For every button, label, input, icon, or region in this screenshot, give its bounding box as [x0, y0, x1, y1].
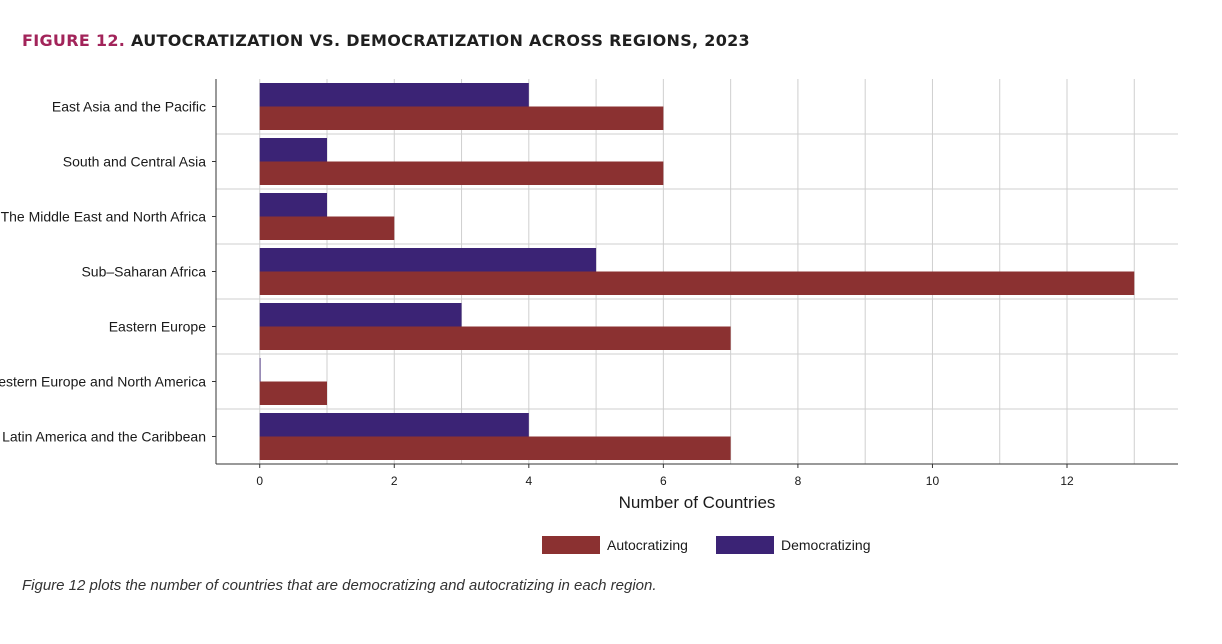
y-tick-label: Sub–Saharan Africa: [81, 264, 206, 280]
legend-swatch-autocratizing: [542, 536, 600, 554]
x-tick-label: 2: [391, 474, 398, 488]
y-tick-label: South and Central Asia: [63, 154, 206, 170]
x-tick-label: 8: [795, 474, 802, 488]
bar-democratizing: [259, 248, 597, 272]
x-tick-label: 12: [1060, 474, 1074, 488]
x-tick-label: 4: [525, 474, 532, 488]
figure-title-text: AUTOCRATIZATION VS. DEMOCRATIZATION ACRO…: [131, 31, 750, 50]
bar-autocratizing: [259, 436, 731, 460]
bar-democratizing: [259, 83, 529, 107]
bar-autocratizing: [259, 106, 664, 130]
x-tick-label: 0: [256, 474, 263, 488]
figure-caption: Figure 12 plots the number of countries …: [22, 577, 657, 594]
x-axis-label: Number of Countries: [619, 493, 776, 512]
x-tick-label: 10: [926, 474, 940, 488]
bar-autocratizing: [259, 326, 731, 350]
x-tick-label: 6: [660, 474, 667, 488]
bar-democratizing: [259, 413, 529, 437]
bar-autocratizing: [259, 216, 395, 240]
figure-number: FIGURE 12.: [22, 31, 126, 50]
legend-label-autocratizing: Autocratizing: [607, 537, 688, 553]
bar-democratizing: [259, 303, 462, 327]
bar-autocratizing: [259, 161, 664, 185]
bar-democratizing: [259, 138, 327, 162]
y-tick-label: East Asia and the Pacific: [52, 99, 206, 115]
legend-swatch-democratizing: [716, 536, 774, 554]
y-tick-label: Eastern Europe: [109, 319, 206, 335]
figure-title: FIGURE 12. AUTOCRATIZATION VS. DEMOCRATI…: [22, 31, 750, 50]
bar-chart: East Asia and the Pacific South and Centr…: [0, 79, 1178, 554]
bar-autocratizing: [259, 271, 1135, 295]
bar-autocratizing: [259, 381, 327, 405]
y-tick-label: Western Europe and North America: [0, 374, 206, 390]
bar-democratizing: [259, 193, 327, 217]
bar-democratizing: [259, 358, 261, 382]
legend-label-democratizing: Democratizing: [781, 537, 870, 553]
y-tick-label: Latin America and the Caribbean: [2, 429, 206, 445]
y-tick-label: The Middle East and North Africa: [1, 209, 207, 225]
